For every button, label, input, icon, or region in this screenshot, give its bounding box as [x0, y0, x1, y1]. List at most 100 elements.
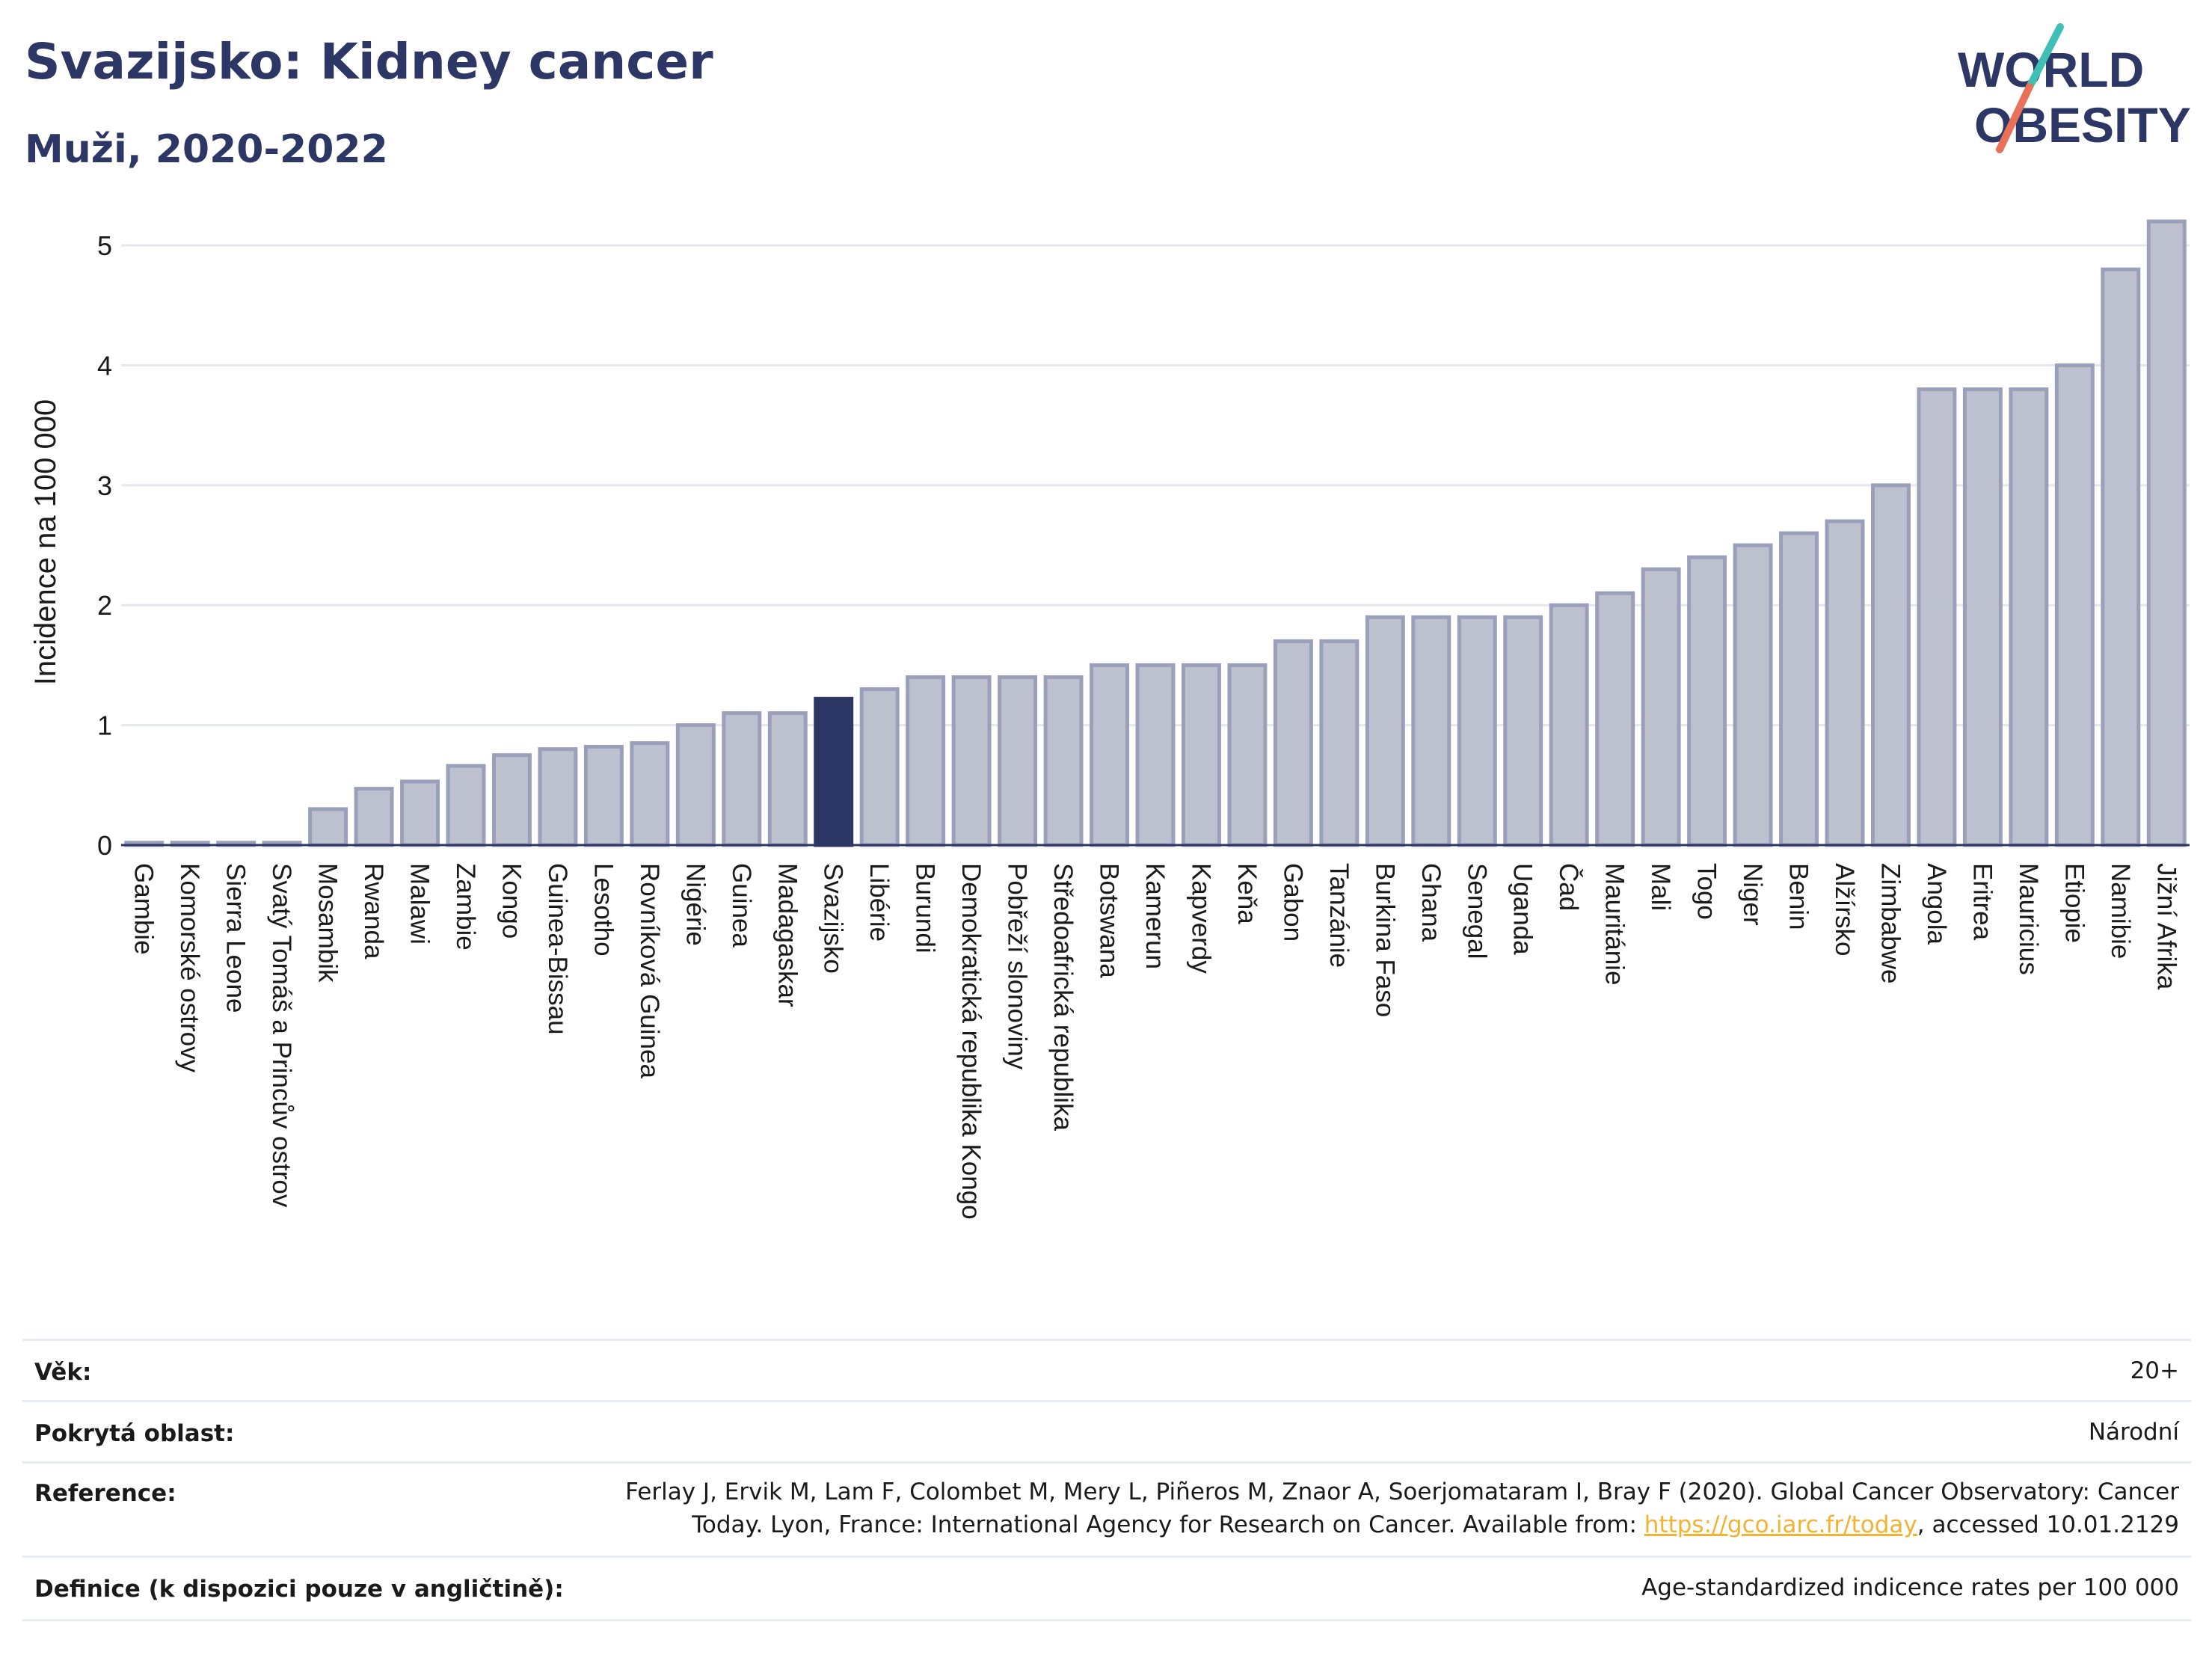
x-tick-label: Zimbabwe	[1875, 863, 1905, 983]
info-row-definition: Definice (k dispozici pouze v angličtině…	[22, 1556, 2191, 1621]
bar	[446, 764, 486, 847]
bar	[722, 711, 762, 847]
bar	[1962, 387, 2003, 847]
bar	[583, 744, 624, 847]
x-tick-label: Ghana	[1416, 863, 1446, 942]
x-tick-label: Benin	[1784, 863, 1813, 930]
definition-label: Definice (k dispozici pouze v angličtině…	[34, 1576, 564, 1603]
bar	[491, 753, 532, 847]
bar	[675, 723, 716, 847]
bars	[124, 219, 2187, 847]
x-tick-label: Libérie	[864, 863, 894, 942]
x-tick-label: Kapverdy	[1186, 863, 1215, 974]
bar	[1595, 591, 1635, 847]
x-tick-label: Nigérie	[681, 863, 710, 946]
bar	[1273, 639, 1313, 847]
bar	[906, 675, 946, 847]
x-tick-label: Alžírsko	[1830, 863, 1859, 956]
x-tick-label: Tanzánie	[1324, 863, 1354, 968]
area-label: Pokrytá oblast:	[34, 1420, 235, 1447]
reference-accessed: , accessed 10.01.2129	[1917, 1511, 2179, 1538]
info-row-area: Pokrytá oblast: Národní	[22, 1400, 2191, 1462]
bar	[538, 747, 578, 847]
x-tick-label: Jižní Afrika	[2151, 863, 2181, 990]
bar	[2009, 387, 2049, 847]
logo-slash-coral	[1996, 83, 2033, 153]
x-tick-label: Čad	[1554, 863, 1583, 911]
bar	[998, 675, 1038, 847]
info-row-age: Věk: 20+	[22, 1339, 2191, 1401]
x-tick-label: Středoafrická republika	[1048, 863, 1078, 1131]
x-tick-label: Keňa	[1232, 863, 1262, 924]
x-tick-label: Angola	[1922, 863, 1951, 945]
bar	[354, 787, 394, 847]
x-tick-label: Madagaskar	[772, 863, 802, 1007]
bar	[1181, 663, 1221, 847]
x-tick-label: Demokratická republika Kongo	[956, 863, 986, 1220]
bar	[1411, 615, 1451, 847]
definition-value: Age-standardized indicence rates per 100…	[1641, 1574, 2179, 1601]
y-tick-label: 2	[97, 590, 112, 621]
bar-chart: 0 1 2 3 4 5 Gambie Komorské ostrovy Sierra Leon…	[29, 219, 2190, 1220]
reference-value: Ferlay J, Ervik M, Lam F, Colombet M, Me…	[459, 1476, 2179, 1541]
x-tick-label: Mosambik	[313, 863, 342, 983]
bar	[1135, 663, 1176, 847]
x-tick-label: Togo	[1692, 863, 1721, 920]
bar	[2054, 363, 2095, 847]
bar	[1733, 543, 1773, 847]
reference-text-line1: Ferlay J, Ervik M, Lam F, Colombet M, Me…	[625, 1479, 2179, 1505]
bar	[767, 711, 808, 847]
page-subtitle: Muži, 2020-2022	[25, 127, 388, 172]
x-tick-label: Lesotho	[589, 863, 618, 957]
bar	[1549, 603, 1589, 847]
y-tick-label: 3	[97, 470, 112, 501]
y-axis-label: Incidence na 100 000	[29, 399, 62, 686]
x-tick-label: Botswana	[1095, 863, 1124, 978]
x-tick-label: Rwanda	[359, 863, 388, 959]
x-tick-label: Mauritánie	[1600, 863, 1629, 985]
bar	[1687, 555, 1727, 847]
area-value: Národní	[2088, 1419, 2179, 1446]
y-tick-label: 5	[97, 230, 112, 261]
reference-text-line2: Today. Lyon, France: International Agenc…	[692, 1511, 1644, 1538]
bar	[951, 675, 992, 847]
bar	[1365, 615, 1405, 847]
bar	[2146, 219, 2187, 847]
bar	[859, 687, 900, 847]
x-tick-label: Malawi	[405, 863, 434, 945]
info-row-reference: Reference: Ferlay J, Ervik M, Lam F, Col…	[22, 1461, 2191, 1556]
y-tick-label: 0	[97, 830, 112, 861]
reference-link[interactable]: https://gco.iarc.fr/today	[1644, 1511, 1917, 1538]
x-tick-label: Mali	[1646, 863, 1675, 911]
bar	[308, 807, 348, 847]
bar	[1319, 639, 1360, 847]
age-label: Věk:	[34, 1359, 92, 1386]
x-tick-label: Burundi	[911, 863, 940, 954]
x-tick-label: Uganda	[1508, 863, 1537, 955]
bar	[1227, 663, 1268, 847]
bar	[1090, 663, 1130, 847]
x-tick-label: Svatý Tomáš a Princův ostrov	[267, 863, 296, 1208]
x-tick-label: Guinea	[727, 863, 756, 948]
bar	[1503, 615, 1543, 847]
x-tick-label: Guinea-Bissau	[543, 863, 572, 1035]
x-tick-label: Kamerun	[1140, 863, 1170, 969]
x-tick-label: Sierra Leone	[221, 863, 251, 1013]
x-tick-label: Namibie	[2106, 863, 2135, 959]
bar	[1779, 531, 1819, 847]
y-tick-label: 1	[97, 710, 112, 741]
x-tick-label: Burkina Faso	[1370, 863, 1399, 1017]
reference-label: Reference:	[34, 1480, 176, 1507]
bar	[2101, 267, 2141, 847]
x-tick-label: Niger	[1738, 863, 1767, 926]
bar	[1043, 675, 1084, 847]
x-tick-label: Svazijsko	[819, 863, 848, 974]
bar	[1825, 519, 1865, 847]
y-tick-label: 4	[97, 350, 112, 381]
page-title: Svazijsko: Kidney cancer	[25, 33, 713, 90]
world-obesity-logo: WORLD OBESITY	[1958, 23, 2191, 153]
x-tick-label: Senegal	[1462, 863, 1491, 959]
bar	[1917, 387, 1957, 847]
y-axis-ticks: 0 1 2 3 4 5	[97, 230, 112, 861]
bar	[630, 741, 670, 847]
